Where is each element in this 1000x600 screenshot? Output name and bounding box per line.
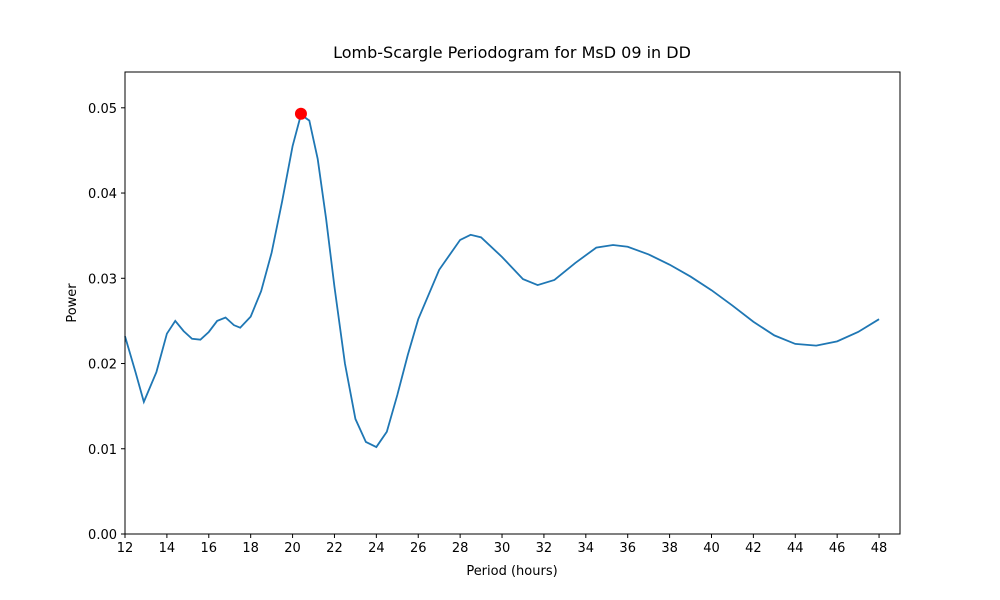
line-series: [124, 113, 880, 449]
y-tick-label: 0.05: [88, 102, 117, 117]
x-tick-label: 24: [368, 541, 385, 556]
y-tick-label: 0.02: [88, 358, 117, 373]
x-tick-label: 22: [326, 541, 343, 556]
plot-frame: [124, 71, 901, 535]
chart-title: Lomb-Scargle Periodogram for MsD 09 in D…: [333, 43, 691, 62]
y-axis-label: Power: [65, 283, 80, 323]
y-tick-label: 0.00: [88, 528, 117, 543]
y-tick-label: 0.03: [88, 272, 117, 287]
x-tick-label: 40: [703, 541, 720, 556]
x-tick-label: 38: [661, 541, 678, 556]
x-tick-label: 34: [578, 541, 595, 556]
x-axis-label: Period (hours): [466, 564, 557, 579]
x-tick-label: 30: [494, 541, 511, 556]
x-tick-label: 20: [284, 541, 301, 556]
x-tick-label: 12: [117, 541, 134, 556]
x-tick-label: 48: [871, 541, 888, 556]
x-tick-label: 16: [201, 541, 218, 556]
peak-marker: [294, 107, 307, 120]
x-tick-label: 46: [829, 541, 846, 556]
x-tick-label: 14: [159, 541, 176, 556]
x-tick-label: 26: [410, 541, 427, 556]
x-tick-label: 42: [745, 541, 762, 556]
x-tick-label: 18: [242, 541, 259, 556]
y-tick-label: 0.01: [88, 443, 117, 458]
x-tick-label: 28: [452, 541, 469, 556]
x-tick-label: 32: [536, 541, 553, 556]
y-tick-label: 0.04: [88, 187, 117, 202]
x-tick-label: 36: [619, 541, 636, 556]
x-tick-label: 44: [787, 541, 804, 556]
